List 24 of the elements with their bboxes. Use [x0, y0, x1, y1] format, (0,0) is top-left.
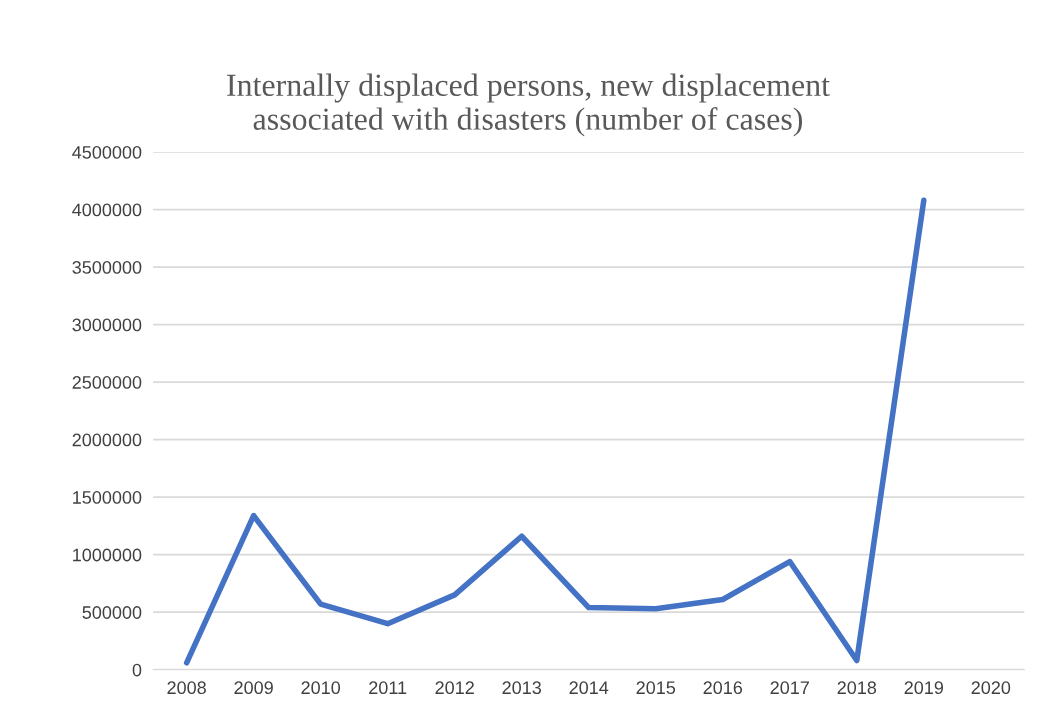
x-tick-label: 2014 — [569, 681, 609, 695]
x-tick-label: 2011 — [369, 681, 407, 695]
x-tick-label: 2015 — [636, 681, 676, 695]
y-tick-label: 2500000 — [72, 376, 142, 389]
y-tick-label: 0 — [132, 663, 142, 677]
x-tick-label: 2017 — [770, 681, 809, 695]
chart-title: Internally displaced persons, new displacement associated with disasters (number of cases) — [227, 73, 830, 137]
x-tick-label: 2019 — [904, 681, 944, 695]
x-tick-label: 2020 — [971, 681, 1011, 695]
x-tick-label: 2016 — [703, 681, 743, 695]
y-tick-label: 1500000 — [73, 491, 142, 504]
y-tick-label: 3000000 — [72, 318, 142, 332]
y-tick-label: 500000 — [82, 606, 142, 619]
x-tick-label: 2018 — [837, 681, 877, 695]
x-tick-label: 2008 — [167, 681, 206, 695]
x-tick-label: 2010 — [301, 681, 341, 695]
y-tick-label: 3500000 — [72, 261, 142, 274]
x-tick-label: 2012 — [435, 681, 474, 695]
y-tick-label: 4000000 — [72, 203, 142, 217]
y-tick-label: 1000000 — [73, 548, 142, 562]
y-tick-label: 2000000 — [72, 433, 142, 447]
x-tick-label: 2013 — [502, 681, 541, 695]
x-tick-label: 2009 — [234, 681, 273, 695]
y-tick-label: 4500000 — [72, 145, 142, 159]
